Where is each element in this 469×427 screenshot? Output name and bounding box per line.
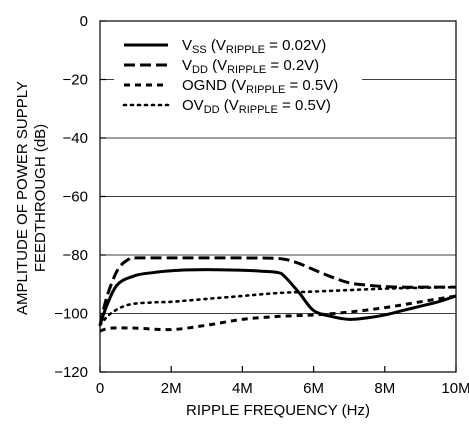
legend: VSS (VRIPPLE = 0.02V)VDD (VRIPPLE = 0.2V… [122,37,338,116]
y-tick-label: −40 [63,130,88,147]
legend-item-ovdd-label: OVDD (VRIPPLE = 0.5V) [182,97,331,116]
x-tick-label: 10M [441,380,469,397]
x-tick-label: 0 [96,380,104,397]
series-ovdd-line [98,285,458,327]
y-tick-label: −20 [63,72,88,89]
y-tick-labels: 0 −20 −40 −60 −80 −100 −120 [54,13,88,381]
series-vss-line [98,268,457,326]
y-axis-label-line-1: AMPLITUDE OF POWER SUPPLY [14,81,31,315]
y-tick-label: −100 [54,306,88,323]
y-axis-label-line-2: FEEDTHROUGH (dB) [32,124,49,272]
y-tick-label: 0 [80,13,88,30]
y-tick-label: −120 [54,364,88,381]
x-tick-label: 8M [374,380,395,397]
series-lines [98,256,458,333]
legend-item-vss-label: VSS (VRIPPLE = 0.02V) [182,37,326,56]
legend-background [114,34,362,120]
x-axis-label: RIPPLE FREQUENCY (Hz) [186,402,370,419]
y-tick-label: −80 [63,247,88,264]
legend-item-vdd-label: VDD (VRIPPLE = 0.2V) [182,57,319,76]
x-tick-labels: 0 2M 4M 6M 8M 10M [96,380,469,397]
y-tick-label: −60 [63,189,88,206]
series-ognd-line [99,294,457,333]
x-tick-label: 4M [232,380,253,397]
axis-ticks [99,20,457,373]
legend-item-ognd-label: OGND (VRIPPLE = 0.5V) [182,77,338,96]
grid-lines [100,79,456,314]
x-tick-label: 2M [161,380,182,397]
x-tick-label: 6M [303,380,324,397]
